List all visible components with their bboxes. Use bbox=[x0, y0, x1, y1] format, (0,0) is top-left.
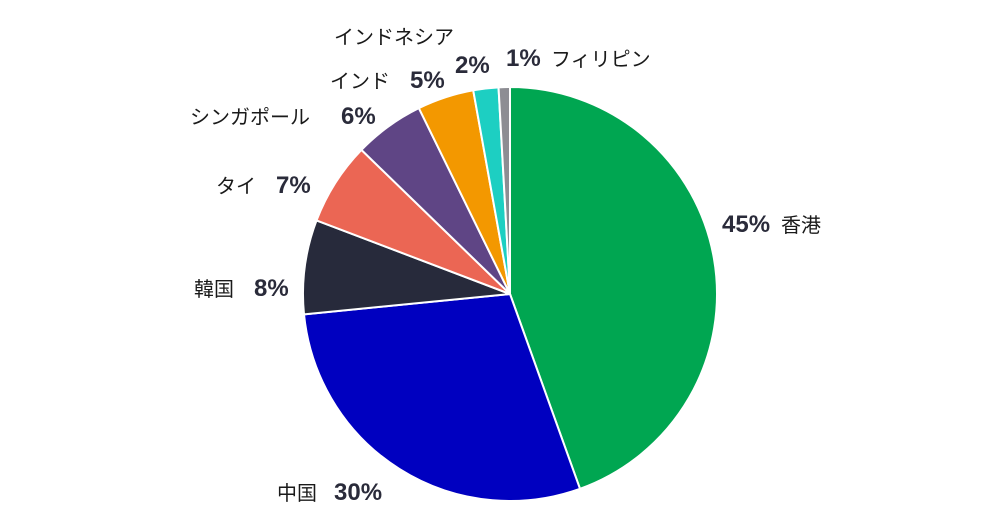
name-label-indonesia: インドネシア bbox=[334, 25, 454, 49]
pie-slice-china bbox=[302, 292, 582, 502]
pct-label-indonesia: 2% bbox=[455, 52, 490, 79]
name-label-korea: 韓国 bbox=[194, 277, 234, 301]
pct-label-china: 30% bbox=[334, 479, 382, 506]
pct-label-india: 5% bbox=[410, 67, 445, 94]
pct-label-hongkong: 45% bbox=[722, 211, 770, 238]
pie-labels: 45% 香港 中国 30% 韓国 8% タイ 7% シンガポール 6% インド … bbox=[190, 25, 821, 506]
name-label-thailand: タイ bbox=[216, 174, 256, 198]
pct-label-philippines: 1% bbox=[506, 45, 541, 72]
name-label-hongkong: 香港 bbox=[781, 213, 821, 237]
pct-label-singapore: 6% bbox=[341, 103, 376, 130]
pie-slice-philippines bbox=[497, 85, 511, 295]
name-label-china: 中国 bbox=[277, 481, 317, 505]
pct-label-korea: 8% bbox=[254, 275, 289, 302]
pct-label-thailand: 7% bbox=[276, 172, 311, 199]
pie-slice-hongkong bbox=[509, 85, 718, 491]
name-label-india: インド bbox=[330, 69, 390, 93]
name-label-singapore: シンガポール bbox=[190, 105, 310, 129]
pie-slices bbox=[302, 85, 718, 502]
name-label-philippines: フィリピン bbox=[551, 47, 651, 71]
